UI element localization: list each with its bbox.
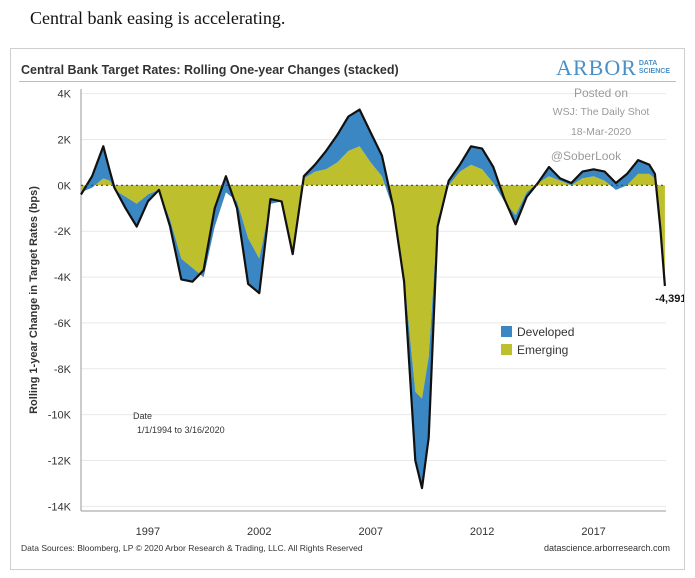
legend-swatch-emerging	[501, 344, 512, 355]
x-tick-label: 2012	[470, 526, 494, 538]
y-axis-label: Rolling 1-year Change in Target Rates (b…	[28, 186, 40, 414]
date-note-range: 1/1/1994 to 3/16/2020	[137, 425, 225, 435]
last-value-label: -4,391	[655, 293, 684, 305]
area-emerging	[81, 146, 665, 399]
watermark-line: WSJ: The Daily Shot	[553, 106, 650, 118]
y-tick-label: -12K	[48, 456, 72, 468]
data-source-note: Data Sources: Bloomberg, LP © 2020 Arbor…	[21, 543, 363, 553]
x-tick-label: 2002	[247, 526, 271, 538]
y-tick-label: -10K	[48, 410, 72, 422]
watermark-line: @SoberLook	[551, 149, 622, 163]
total-line	[80, 108, 666, 490]
y-tick-label: -6K	[54, 318, 72, 330]
x-tick-label: 2007	[358, 526, 382, 538]
x-tick-label: 2017	[581, 526, 605, 538]
logo-sub-science: SCIENCE	[638, 68, 670, 75]
x-tick-label: 1997	[136, 526, 160, 538]
watermark-line: Posted on	[574, 86, 628, 100]
source-url: datascience.arborresearch.com	[543, 543, 670, 553]
legend-label-developed: Developed	[517, 325, 574, 339]
y-tick-label: 4K	[58, 89, 72, 101]
logo-wordmark: ARBOR	[556, 55, 637, 80]
y-tick-label: 0K	[58, 180, 72, 192]
y-tick-label: -4K	[54, 272, 72, 284]
y-tick-label: -8K	[54, 364, 72, 376]
y-tick-label: -14K	[48, 501, 72, 513]
date-note-title: Date	[133, 411, 152, 421]
logo-sub-data: DATA	[638, 60, 658, 67]
chart-plot: 4K 2K 0K -2K -4K -6K -8K -10K -12K -14K 1997 2002 20…	[28, 86, 684, 538]
y-tick-label: 2K	[58, 134, 72, 146]
title-divider	[19, 81, 676, 82]
chart-figure: Central Bank Target Rates: Rolling One-y…	[10, 48, 685, 570]
watermark-line: 18-Mar-2020	[571, 126, 631, 138]
arbor-logo: ARBOR DATA SCIENCE	[556, 55, 670, 81]
logo-subtext: DATA SCIENCE	[639, 60, 670, 76]
y-tick-label: -2K	[54, 226, 72, 238]
legend-label-emerging: Emerging	[517, 343, 568, 357]
headline: Central bank easing is accelerating.	[30, 8, 286, 28]
chart-title: Central Bank Target Rates: Rolling One-y…	[21, 63, 399, 77]
legend-swatch-developed	[501, 326, 512, 337]
